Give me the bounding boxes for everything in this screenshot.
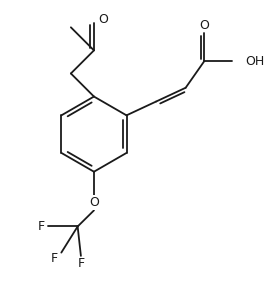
Text: O: O — [199, 19, 209, 32]
Text: OH: OH — [245, 55, 264, 67]
Text: F: F — [38, 220, 45, 233]
Text: O: O — [98, 13, 108, 26]
Text: O: O — [89, 196, 99, 209]
Text: F: F — [51, 252, 58, 265]
Text: F: F — [77, 257, 84, 270]
